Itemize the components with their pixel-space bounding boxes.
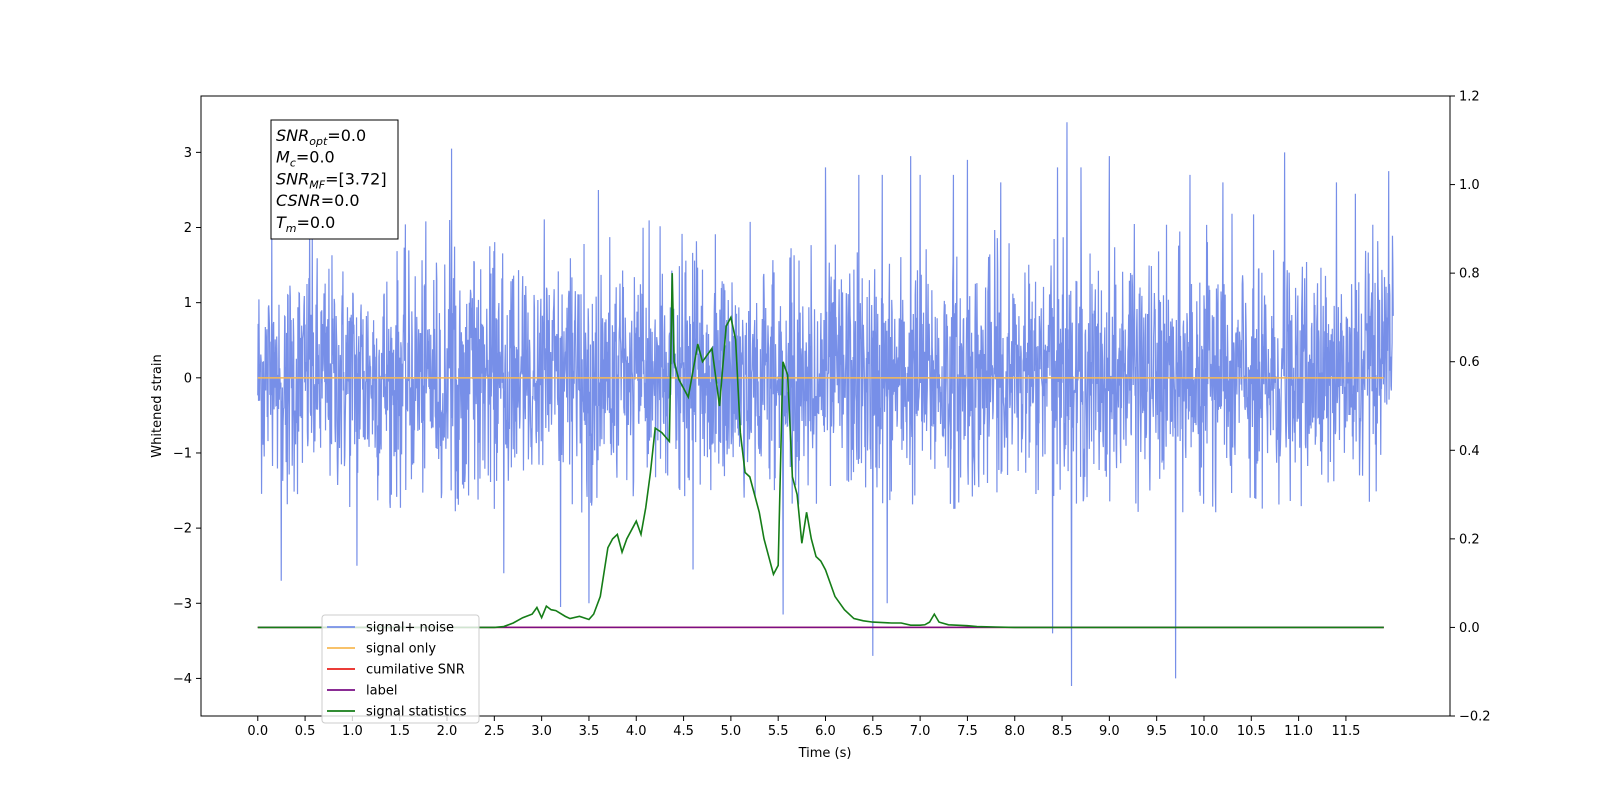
y-tick-label: 3 <box>184 146 192 161</box>
x-tick-label: 2.5 <box>484 724 505 739</box>
legend-entry: signal statistics <box>366 705 467 720</box>
y-axis-label: Whitened strain <box>150 354 165 457</box>
x-tick-label: 1.5 <box>389 724 410 739</box>
y2-tick-label: 0.4 <box>1459 444 1480 459</box>
stat-line: CSNR=0.0 <box>276 191 360 210</box>
y-tick-label: 2 <box>184 221 192 236</box>
y2-tick-label: 0.0 <box>1459 621 1480 636</box>
x-tick-label: 8.0 <box>1004 724 1025 739</box>
y-tick-label: 0 <box>184 371 192 386</box>
x-tick-label: 6.0 <box>815 724 836 739</box>
y-tick-label: −1 <box>173 446 192 461</box>
x-tick-label: 8.5 <box>1052 724 1073 739</box>
x-tick-label: 10.0 <box>1190 724 1219 739</box>
y2-tick-label: 0.2 <box>1459 532 1480 547</box>
x-tick-label: 10.5 <box>1237 724 1266 739</box>
y2-tick-label: 0.8 <box>1459 267 1480 282</box>
stat-line: Tm=0.0 <box>276 213 335 235</box>
x-tick-label: 1.0 <box>342 724 363 739</box>
stat-line: SNRopt=0.0 <box>276 126 366 148</box>
stat-line: Mc=0.0 <box>276 148 335 170</box>
y2-tick-label: 0.6 <box>1459 355 1480 370</box>
x-tick-label: 7.0 <box>910 724 931 739</box>
y-axis-right: 1.2 1.0 0.8 0.6 0.4 0.2 0.0 −0.2 <box>1450 90 1491 725</box>
y-tick-label: −3 <box>173 597 192 612</box>
x-tick-label: 9.0 <box>1099 724 1120 739</box>
y-tick-label: −2 <box>173 522 192 537</box>
x-tick-label: 6.5 <box>862 724 883 739</box>
x-axis-label: Time (s) <box>798 746 852 761</box>
series-signal-statistics <box>257 273 1384 629</box>
x-axis: 0.0 0.5 1.0 1.5 2.0 2.5 3.0 3.5 4.0 4.5 5.0 5.5 6.0 6… <box>247 716 1360 739</box>
y2-tick-label: −0.2 <box>1459 710 1491 725</box>
legend-frame <box>321 614 480 724</box>
x-tick-label: 11.0 <box>1284 724 1313 739</box>
stat-line: SNRMF=[3.72] <box>276 169 387 191</box>
legend: signal+ noise signal only cumilative SNR la… <box>321 614 480 724</box>
x-tick-label: 3.5 <box>579 724 600 739</box>
x-tick-label: 0.5 <box>295 724 316 739</box>
x-tick-label: 0.0 <box>247 724 268 739</box>
y-tick-label: −4 <box>173 672 192 687</box>
x-tick-label: 4.0 <box>626 724 647 739</box>
legend-entry: cumilative SNR <box>366 663 465 678</box>
legend-entry: signal only <box>366 642 436 657</box>
y-tick-label: 1 <box>184 296 192 311</box>
legend-entry: label <box>366 684 397 699</box>
x-tick-label: 7.5 <box>957 724 978 739</box>
y2-tick-label: 1.2 <box>1459 90 1480 105</box>
x-tick-label: 3.0 <box>531 724 552 739</box>
x-tick-label: 11.5 <box>1331 724 1360 739</box>
y2-tick-label: 1.0 <box>1459 178 1480 193</box>
x-tick-label: 4.5 <box>673 724 694 739</box>
series-signal-noise <box>257 122 1394 686</box>
x-tick-label: 5.0 <box>721 724 742 739</box>
stats-box-frame <box>270 119 399 240</box>
legend-entry: signal+ noise <box>366 621 454 636</box>
x-tick-label: 5.5 <box>768 724 789 739</box>
x-tick-label: 9.5 <box>1146 724 1167 739</box>
x-tick-label: 2.0 <box>437 724 458 739</box>
y-axis-left: 3 2 1 0 −1 −2 −3 −4 <box>173 146 201 687</box>
